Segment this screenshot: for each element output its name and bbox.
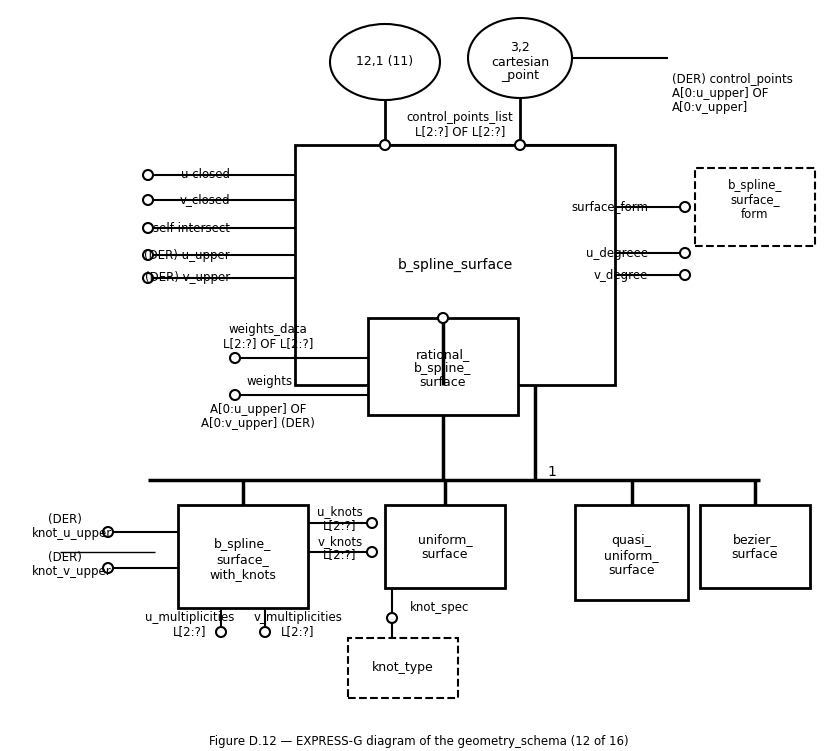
Bar <box>700 505 810 588</box>
Text: L[2:?]: L[2:?] <box>323 520 357 532</box>
Text: weights: weights <box>247 376 293 388</box>
Text: b_spline_surface: b_spline_surface <box>397 258 513 272</box>
Text: knot_u_upper: knot_u_upper <box>32 527 112 541</box>
Text: surface: surface <box>732 548 779 561</box>
Text: surface_: surface_ <box>730 194 779 207</box>
Text: u closed: u closed <box>181 168 230 182</box>
Text: form: form <box>742 209 768 222</box>
Circle shape <box>143 273 153 283</box>
Circle shape <box>230 353 240 363</box>
Circle shape <box>230 390 240 400</box>
Text: 1: 1 <box>547 465 556 479</box>
Bar <box>575 505 688 600</box>
Text: b_spline_: b_spline_ <box>215 538 272 551</box>
Text: surface: surface <box>608 564 654 577</box>
Text: b_spline_: b_spline_ <box>414 362 472 375</box>
Text: v_knots: v_knots <box>318 535 363 548</box>
Text: knot_type: knot_type <box>372 662 434 674</box>
Circle shape <box>260 627 270 637</box>
Bar <box>348 638 458 698</box>
Bar <box>178 505 308 608</box>
Text: surface: surface <box>422 548 468 561</box>
Text: b_spline_: b_spline_ <box>728 179 782 192</box>
Text: (DER) v_upper: (DER) v_upper <box>145 272 230 285</box>
Circle shape <box>143 195 153 205</box>
Text: u_degreee: u_degreee <box>586 246 648 260</box>
Text: bezier_: bezier_ <box>732 533 778 546</box>
Circle shape <box>367 547 377 557</box>
Bar <box>695 168 815 246</box>
Text: v_multiplicities: v_multiplicities <box>254 611 343 625</box>
Ellipse shape <box>330 24 440 100</box>
Bar <box>295 145 615 385</box>
Text: u_multiplicities: u_multiplicities <box>145 611 235 625</box>
Text: uniform_: uniform_ <box>604 549 659 562</box>
Text: L[2:?] OF L[2:?]: L[2:?] OF L[2:?] <box>415 125 505 138</box>
Text: uniform_: uniform_ <box>417 533 473 546</box>
Circle shape <box>680 202 690 212</box>
Text: Figure D.12 — EXPRESS-G diagram of the geometry_schema (12 of 16): Figure D.12 — EXPRESS-G diagram of the g… <box>210 735 628 749</box>
Text: v_closed: v_closed <box>179 194 230 207</box>
Text: A[0:u_upper] OF: A[0:u_upper] OF <box>672 88 768 101</box>
Text: L[2:?] OF L[2:?]: L[2:?] OF L[2:?] <box>223 337 313 351</box>
Text: v_degree: v_degree <box>593 269 648 282</box>
Circle shape <box>438 313 448 323</box>
Text: (DER) control_points: (DER) control_points <box>672 74 793 86</box>
Text: A[0:v_upper] (DER): A[0:v_upper] (DER) <box>201 418 315 430</box>
Text: self intersect: self intersect <box>153 222 230 234</box>
Text: weights_data: weights_data <box>229 324 308 336</box>
Circle shape <box>143 170 153 180</box>
Circle shape <box>680 248 690 258</box>
Circle shape <box>103 563 113 573</box>
Circle shape <box>387 613 397 623</box>
Text: A[0:v_upper]: A[0:v_upper] <box>672 101 748 114</box>
Text: surface: surface <box>420 376 466 389</box>
Text: (DER): (DER) <box>48 514 82 526</box>
Text: 12,1 (11): 12,1 (11) <box>356 56 414 68</box>
Text: knot_spec: knot_spec <box>410 601 469 614</box>
Text: quasi_: quasi_ <box>612 534 651 547</box>
Text: with_knots: with_knots <box>210 568 277 581</box>
Text: cartesian: cartesian <box>491 56 549 68</box>
Text: control_points_list: control_points_list <box>406 111 514 125</box>
Text: u_knots: u_knots <box>317 505 363 518</box>
Text: (DER): (DER) <box>48 551 82 565</box>
Text: knot_v_upper: knot_v_upper <box>32 566 112 578</box>
Circle shape <box>680 270 690 280</box>
Circle shape <box>515 140 525 150</box>
Circle shape <box>216 627 226 637</box>
Text: rational_: rational_ <box>416 348 470 361</box>
Ellipse shape <box>468 18 572 98</box>
Bar <box>385 505 505 588</box>
Text: (DER) u_upper: (DER) u_upper <box>144 249 230 261</box>
Circle shape <box>143 223 153 233</box>
Text: A[0:u_upper] OF: A[0:u_upper] OF <box>210 403 306 417</box>
Text: L[2:?]: L[2:?] <box>323 548 357 562</box>
Text: L[2:?]: L[2:?] <box>282 626 315 638</box>
Bar <box>368 318 518 415</box>
Circle shape <box>103 527 113 537</box>
Text: surface_form: surface_form <box>571 201 648 213</box>
Circle shape <box>367 518 377 528</box>
Circle shape <box>143 250 153 260</box>
Text: 3,2: 3,2 <box>510 41 530 55</box>
Text: surface_: surface_ <box>217 553 269 566</box>
Text: L[2:?]: L[2:?] <box>173 626 207 638</box>
Circle shape <box>380 140 390 150</box>
Text: _point: _point <box>501 68 539 82</box>
